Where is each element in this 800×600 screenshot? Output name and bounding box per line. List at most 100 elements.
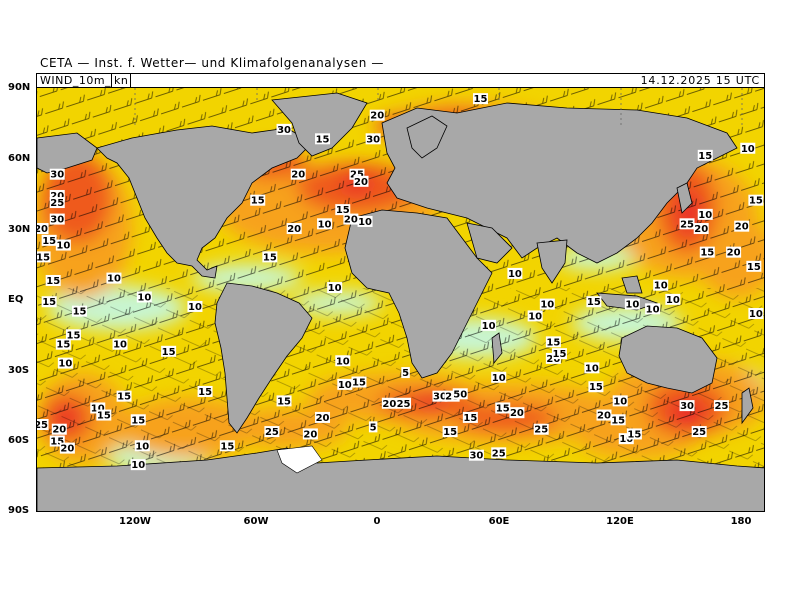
speed-label-bg — [276, 123, 292, 135]
speed-label: 30 — [50, 215, 64, 226]
speed-label: 10 — [188, 302, 202, 313]
info-bar: WIND_10m_ kn 14.12.2025 15 UTC — [36, 73, 765, 88]
speed-label-bg — [533, 423, 549, 435]
speed-label: 15 — [56, 340, 70, 351]
chart-header-title: CETA — Inst. f. Wetter— und Klimafolgena… — [40, 56, 384, 70]
speed-label-bg — [610, 414, 626, 426]
speed-label: 25 — [680, 219, 694, 230]
africa — [344, 209, 493, 379]
speed-label-bg — [327, 282, 343, 294]
speed-label-bg — [545, 336, 561, 348]
speed-label: 10 — [749, 309, 763, 320]
wind-map: 3020253015201015151010151510151510151015… — [37, 88, 764, 511]
speed-label-bg — [55, 239, 71, 251]
speed-label: 10 — [131, 460, 145, 471]
speed-label: 15 — [251, 196, 265, 207]
speed-label-bg — [116, 390, 132, 402]
speed-label: 10 — [137, 293, 151, 304]
speed-label: 10 — [56, 241, 70, 252]
speed-label-bg — [726, 246, 742, 258]
speed-label-bg — [442, 426, 458, 438]
japan — [676, 182, 693, 214]
speed-label: 20 — [37, 224, 48, 235]
speed-label-bg — [90, 402, 106, 414]
speed-label: 30 — [469, 451, 483, 462]
speed-label: 10 — [585, 363, 599, 374]
speed-label: 20 — [52, 425, 66, 436]
speed-label-bg — [353, 175, 369, 187]
speed-label-bg — [626, 428, 642, 440]
speed-label: 25 — [445, 392, 459, 403]
speed-label: 15 — [627, 429, 641, 440]
speed-label-bg — [507, 267, 523, 279]
speed-label: 15 — [277, 396, 291, 407]
speed-label-bg — [349, 168, 365, 180]
speed-label-bg — [444, 390, 460, 402]
speed-label: 15 — [97, 411, 111, 422]
speed-label: 15 — [50, 437, 64, 448]
speed-label: 10 — [698, 210, 712, 221]
speed-label: 15 — [131, 415, 145, 426]
speed-label-bg — [49, 197, 65, 209]
speed-label-bg — [106, 272, 122, 284]
speed-label: 25 — [350, 170, 364, 181]
wind-barbs-south — [37, 288, 764, 488]
speed-label-bg — [41, 234, 57, 246]
speed-label: 15 — [336, 205, 350, 216]
lat-label-90n: 90N — [8, 82, 31, 93]
speed-label-bg — [262, 251, 278, 263]
speed-label-bg — [697, 208, 713, 220]
speed-label: 10 — [338, 380, 352, 391]
speed-label: 25 — [37, 420, 48, 431]
speed-label: 15 — [474, 94, 488, 105]
speed-label-bg — [161, 345, 177, 357]
speed-label-bg — [691, 426, 707, 438]
scandinavia — [406, 115, 448, 159]
speed-label-bg — [740, 142, 756, 154]
unit-label: kn — [111, 74, 132, 88]
speed-label-bg — [136, 291, 152, 303]
speed-label-bg — [369, 109, 385, 121]
speed-label: 20 — [546, 354, 560, 365]
speed-label-bg — [495, 402, 511, 414]
speed-label-bg — [491, 447, 507, 459]
speed-label: 15 — [589, 382, 603, 393]
speed-label-bg — [452, 388, 468, 400]
speed-label-bg — [51, 423, 67, 435]
speed-label-bg — [612, 395, 628, 407]
speed-label: 15 — [73, 307, 87, 318]
speed-label-bg — [315, 411, 331, 423]
india — [536, 239, 568, 284]
speed-label-bg — [539, 298, 555, 310]
speed-label-bg — [586, 296, 602, 308]
speed-label: 10 — [528, 311, 542, 322]
speed-label-bg — [55, 338, 71, 350]
speed-label: 50 — [453, 389, 467, 400]
speed-label: 10 — [540, 300, 554, 311]
lat-label-30s: 30S — [8, 365, 30, 376]
speed-label-bg — [219, 440, 235, 452]
speed-label: 25 — [397, 399, 411, 410]
speed-label: 25 — [492, 448, 506, 459]
speed-label-bg — [37, 251, 51, 263]
speed-label-bg — [250, 194, 266, 206]
speed-label: 10 — [328, 283, 342, 294]
speed-label: 15 — [162, 347, 176, 358]
speed-label: 15 — [546, 337, 560, 348]
speed-label: 20 — [344, 215, 358, 226]
lon-label-0: 0 — [373, 516, 381, 527]
speed-label-bg — [472, 93, 488, 105]
speed-label-bg — [748, 194, 764, 206]
speed-label: 20 — [303, 429, 317, 440]
speed-label: 30 — [277, 125, 291, 136]
speed-label-bg — [290, 168, 306, 180]
speed-label-bg — [45, 274, 61, 286]
speed-label: 20 — [354, 177, 368, 188]
speed-label-bg — [368, 421, 378, 433]
speed-label-bg — [41, 296, 57, 308]
speed-label-bg — [49, 213, 65, 225]
speed-label: 15 — [698, 151, 712, 162]
speed-label: 25 — [265, 427, 279, 438]
speed-label: 10 — [625, 300, 639, 311]
borneo — [621, 275, 643, 294]
